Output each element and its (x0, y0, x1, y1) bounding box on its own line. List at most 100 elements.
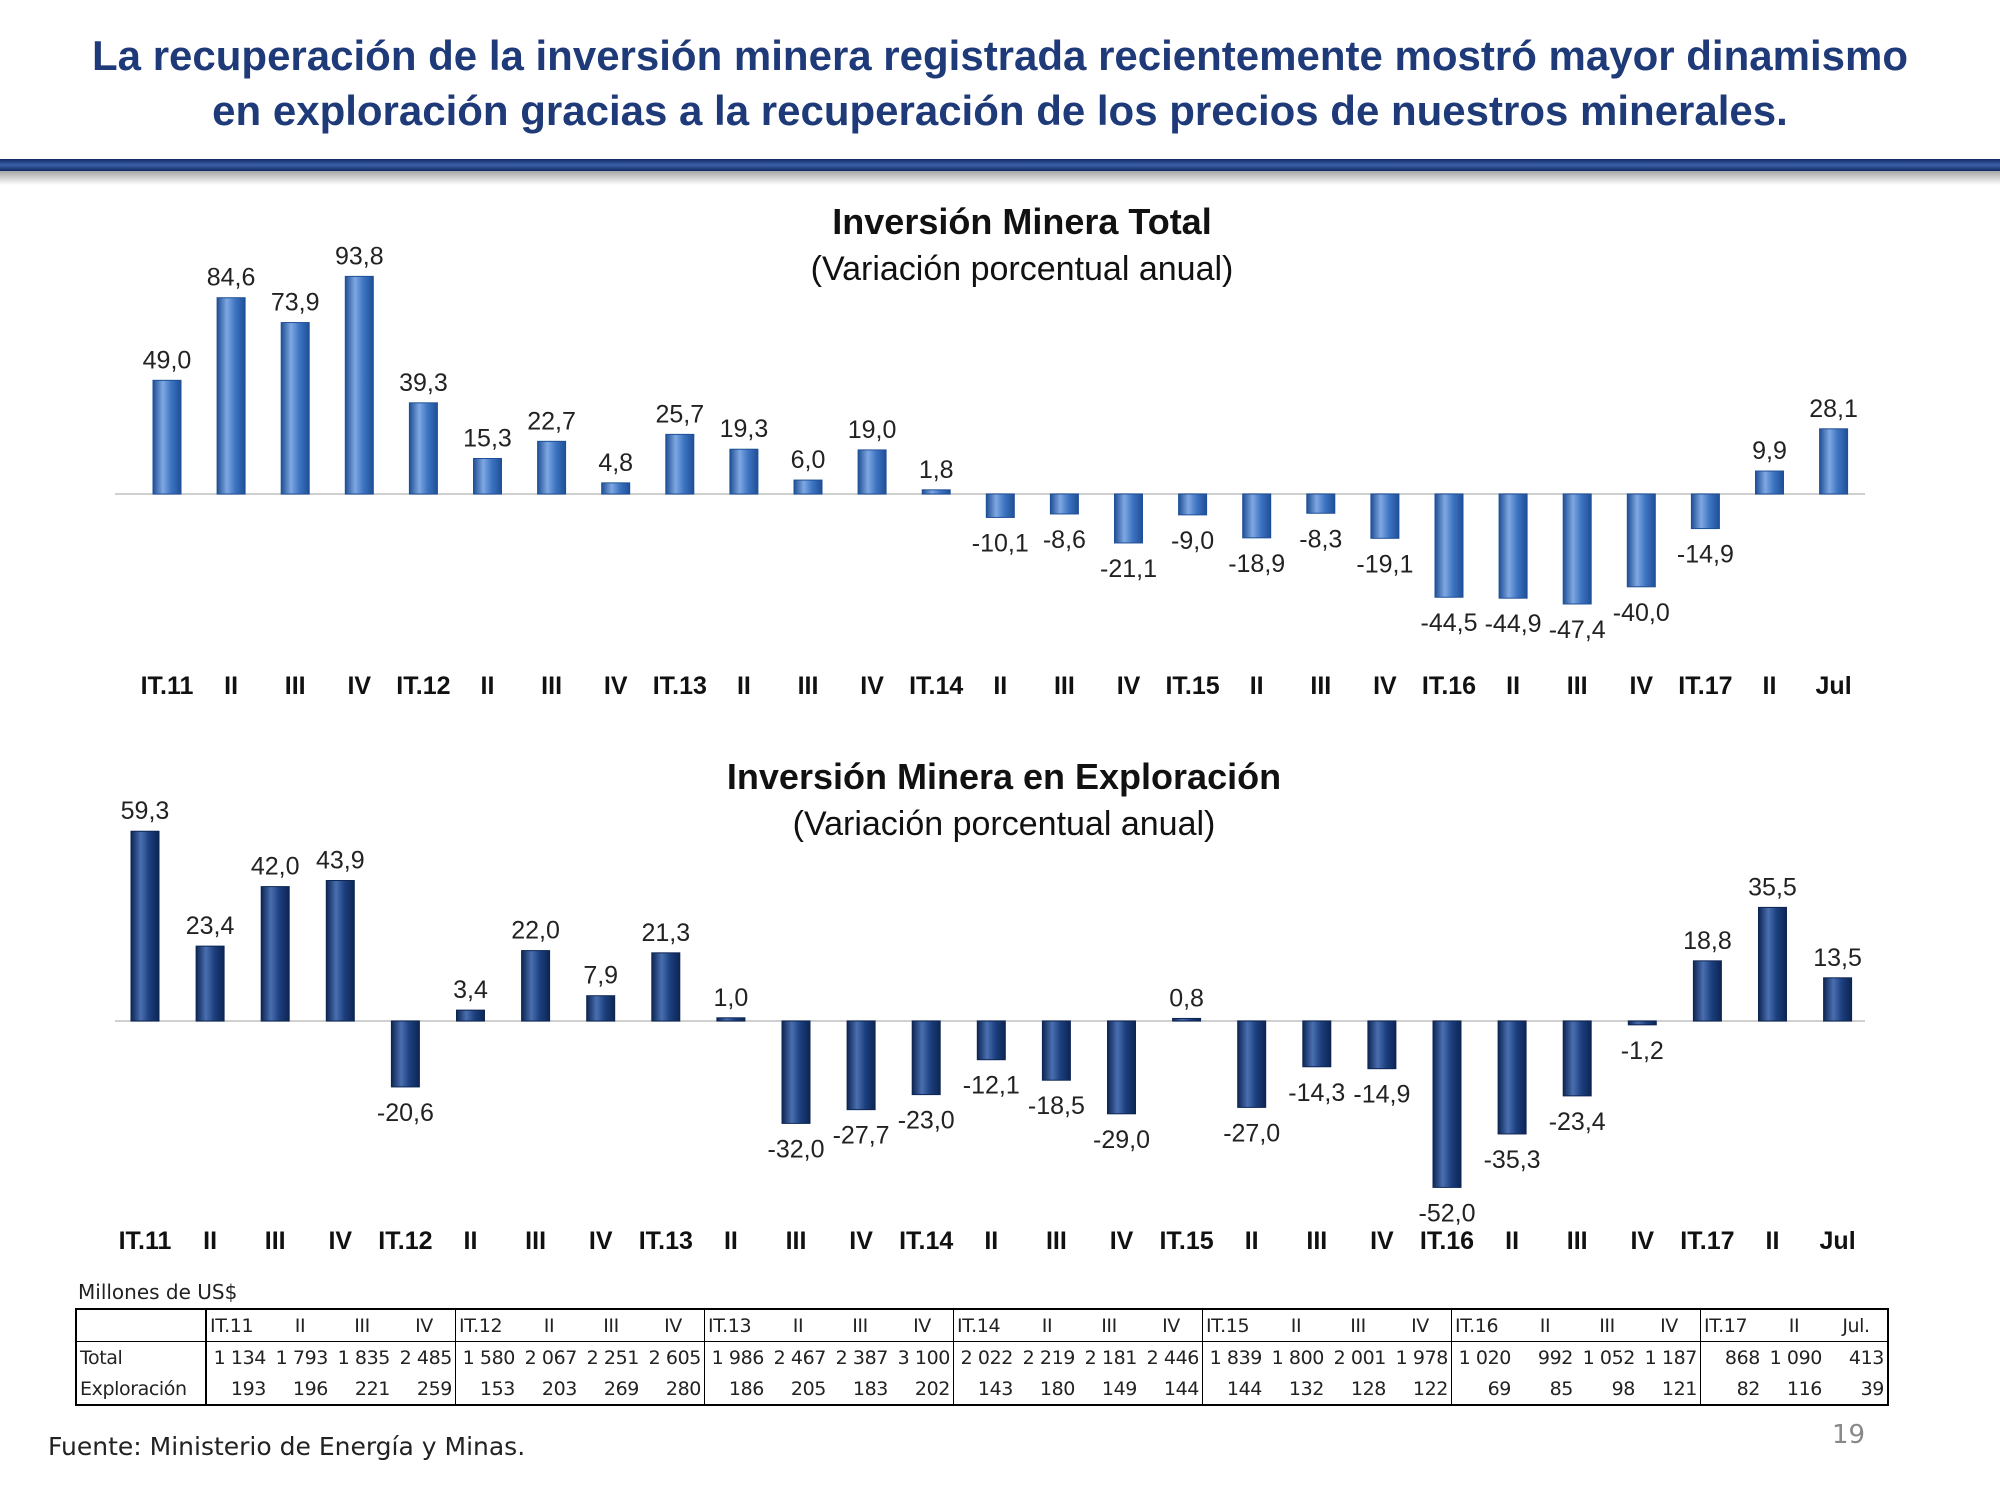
bar-total-11 (857, 449, 887, 495)
table-cell: 1 052 (1582, 1346, 1636, 1369)
data-label-expl-19: -14,9 (1353, 1081, 1410, 1109)
data-label-expl-3: 43,9 (316, 847, 365, 875)
data-label-expl-12: -23,0 (898, 1107, 955, 1135)
category-label-total-17: II (1250, 672, 1264, 700)
bar-total-4 (408, 402, 438, 495)
data-label-total-16: -9,0 (1171, 527, 1214, 555)
data-label-total-1: 84,6 (207, 264, 256, 292)
data-label-expl-0: 59,3 (121, 797, 170, 825)
table-cell: 2 387 (835, 1346, 889, 1369)
category-label-expl-1: II (203, 1227, 217, 1255)
table-cell: II (767, 1308, 829, 1342)
table-cell: IV (393, 1308, 456, 1342)
category-label-expl-22: III (1567, 1227, 1588, 1255)
table-cell: III (1327, 1308, 1389, 1342)
category-label-expl-15: IV (1110, 1227, 1134, 1255)
table-cell: 144 (1140, 1373, 1203, 1406)
table-cell: 269 (580, 1373, 642, 1406)
table-cell: 2 022 (953, 1341, 1016, 1373)
bar-total-20 (1434, 493, 1464, 598)
data-label-total-15: -21,1 (1100, 555, 1157, 583)
table-cell: IV (642, 1308, 705, 1342)
category-label-expl-10: III (786, 1227, 807, 1255)
bar-total-26 (1819, 428, 1849, 495)
data-label-expl-6: 22,0 (511, 917, 560, 945)
chart-exploration: Inversión Minera en Exploración (Variació… (0, 755, 2000, 1275)
data-label-total-17: -18,9 (1228, 550, 1285, 578)
slide-title: La recuperación de la inversión minera r… (0, 28, 2000, 138)
table-cell: 221 (331, 1373, 393, 1406)
table-cell: IT.17 (1700, 1308, 1763, 1342)
category-label-total-8: IT.13 (653, 672, 707, 700)
table-cell: 1 793 (275, 1346, 329, 1369)
chart-subtitle: (Variación porcentual anual) (811, 250, 1234, 288)
investment-table: IT.11 II III IV IT.12 II III IV IT.13 II III IV IT.1… (75, 1308, 1889, 1406)
bar-expl-6 (521, 950, 551, 1022)
table-cell: 2 001 (1333, 1346, 1387, 1369)
data-label-expl-26: 13,5 (1813, 944, 1862, 972)
data-label-total-13: -10,1 (972, 529, 1029, 557)
data-label-expl-23: -1,2 (1621, 1037, 1664, 1065)
table-cell: 186 (704, 1373, 767, 1406)
table-cell: IT.12 (455, 1308, 518, 1342)
data-label-expl-24: 18,8 (1683, 927, 1732, 955)
table-cell: 2 219 (1022, 1346, 1076, 1369)
category-label-total-2: III (285, 672, 306, 700)
category-label-expl-26: Jul (1820, 1227, 1856, 1255)
table-cell: 3 100 (897, 1346, 951, 1369)
data-label-total-4: 39,3 (399, 369, 448, 397)
table-cell: III (1078, 1308, 1140, 1342)
data-label-total-21: -44,9 (1485, 610, 1542, 638)
bar-expl-16 (1172, 1017, 1202, 1022)
table-cell: 280 (642, 1373, 705, 1406)
table-cell: 2 181 (1084, 1346, 1138, 1369)
data-label-expl-13: -12,1 (963, 1072, 1020, 1100)
table-cell: 1 986 (704, 1341, 767, 1373)
bar-total-9 (729, 448, 759, 495)
category-label-expl-5: II (464, 1227, 478, 1255)
category-label-expl-19: IV (1370, 1227, 1394, 1255)
table-cell: 203 (518, 1373, 580, 1406)
table-cell: 69 (1451, 1373, 1514, 1406)
table-cell: IT.16 (1451, 1308, 1514, 1342)
data-label-expl-14: -18,5 (1028, 1092, 1085, 1120)
table-cell: 1 978 (1395, 1346, 1449, 1369)
bar-expl-22 (1562, 1020, 1592, 1097)
category-label-total-26: Jul (1816, 672, 1852, 700)
bar-total-5 (473, 458, 502, 495)
table-cell: 2 467 (773, 1346, 827, 1369)
title-line-1: La recuperación de la inversión minera r… (92, 32, 1908, 79)
category-label-total-21: II (1506, 672, 1520, 700)
data-label-total-5: 15,3 (463, 425, 512, 453)
table-cell: II (1763, 1308, 1825, 1342)
table-cell: 39 (1825, 1373, 1889, 1406)
table-cell: 85 (1514, 1373, 1576, 1406)
category-label-expl-21: II (1505, 1227, 1519, 1255)
category-label-expl-9: II (724, 1227, 738, 1255)
bar-expl-20 (1432, 1020, 1462, 1188)
category-label-total-6: III (541, 672, 562, 700)
category-label-total-9: II (737, 672, 751, 700)
data-label-expl-1: 23,4 (186, 912, 235, 940)
bar-expl-10 (781, 1020, 811, 1124)
data-label-total-10: 6,0 (791, 446, 826, 474)
category-label-expl-8: IT.13 (639, 1227, 693, 1255)
data-label-total-26: 28,1 (1809, 395, 1858, 423)
table-cell: 2 067 (524, 1346, 578, 1369)
bar-total-10 (793, 479, 823, 495)
data-label-expl-8: 21,3 (641, 919, 690, 947)
bar-expl-4 (390, 1020, 420, 1088)
data-label-total-19: -19,1 (1356, 550, 1413, 578)
bar-total-15 (1114, 493, 1143, 544)
category-label-total-4: IT.12 (396, 672, 450, 700)
table-cell: 1 835 (337, 1346, 391, 1369)
title-divider (0, 159, 2000, 171)
data-label-expl-21: -35,3 (1484, 1146, 1541, 1174)
data-label-total-3: 93,8 (335, 242, 384, 270)
table-cell: 98 (1576, 1373, 1638, 1406)
category-label-total-12: IT.14 (909, 672, 963, 700)
bar-total-25 (1755, 470, 1784, 495)
category-label-total-0: IT.11 (141, 672, 194, 700)
bar-expl-23 (1627, 1020, 1657, 1026)
chart-title: Inversión Minera en Exploración (727, 756, 1281, 797)
